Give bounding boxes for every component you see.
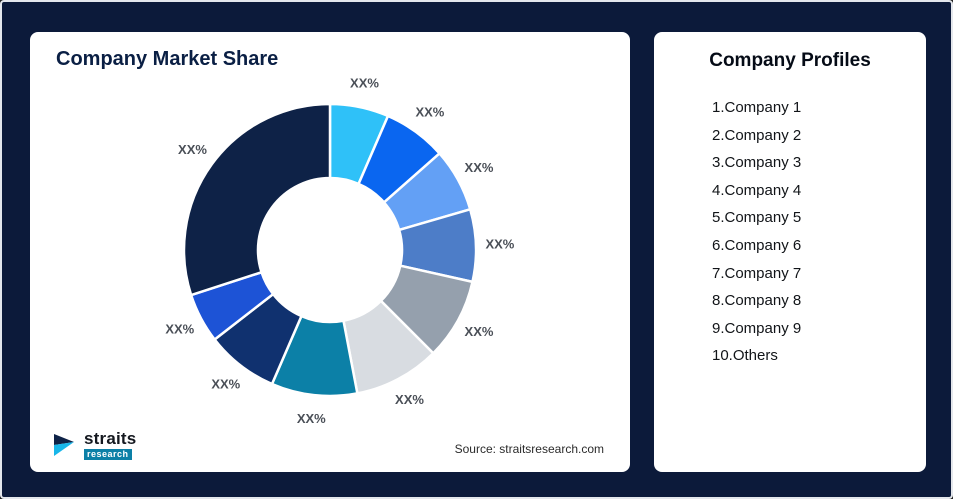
donut-segment: [182, 102, 332, 297]
slice-label: XX%: [297, 411, 326, 426]
market-share-card: Company Market Share XX% XX% XX% XX% XX% XX% X…: [30, 32, 630, 472]
straits-logo-text: straits research: [84, 430, 136, 460]
profile-list-item: 1.Company 1: [712, 99, 802, 116]
straits-logo-icon: [54, 434, 74, 456]
profile-list-item: 10.Others: [712, 347, 778, 365]
straits-logo: straits research: [52, 430, 136, 460]
company-profiles-card: Company Profiles 1.Company 1 2.Company 2…: [654, 32, 926, 472]
slice-label: XX%: [211, 376, 240, 391]
profile-list-item: 8.Company 8: [712, 292, 802, 310]
profile-list-item: 7.Company 7: [712, 264, 802, 282]
slice-label: XX%: [465, 160, 494, 175]
donut-chart: XX% XX% XX% XX% XX% XX% XX% XX% XX% XX%: [165, 76, 514, 427]
slice-label: XX%: [415, 105, 444, 120]
slice-label: XX%: [165, 322, 194, 337]
profile-list-item: 9.Company 9: [712, 319, 802, 337]
profiles-list: 1.Company 1 2.Company 2 3.Company 3 4.Co…: [712, 94, 801, 370]
profile-list-item: 2.Company 2: [712, 126, 802, 144]
profiles-title: Company Profiles: [709, 50, 871, 71]
slice-label: XX%: [178, 142, 207, 157]
profile-list-item: 6.Company 6: [712, 236, 802, 254]
slice-label: XX%: [465, 324, 494, 339]
source-attribution: Source: straitsresearch.com: [454, 442, 604, 456]
profile-list-item: 5.Company 5: [712, 209, 802, 227]
chart-title: Company Market Share: [56, 48, 279, 70]
logo-subtext: research: [84, 449, 132, 460]
slice-label: XX%: [350, 76, 379, 91]
slice-label: XX%: [395, 392, 424, 407]
profile-list-item: 4.Company 4: [712, 181, 802, 199]
logo-name: straits: [84, 429, 137, 448]
profile-list-item: 3.Company 3: [712, 154, 802, 172]
slice-label: XX%: [485, 237, 514, 252]
